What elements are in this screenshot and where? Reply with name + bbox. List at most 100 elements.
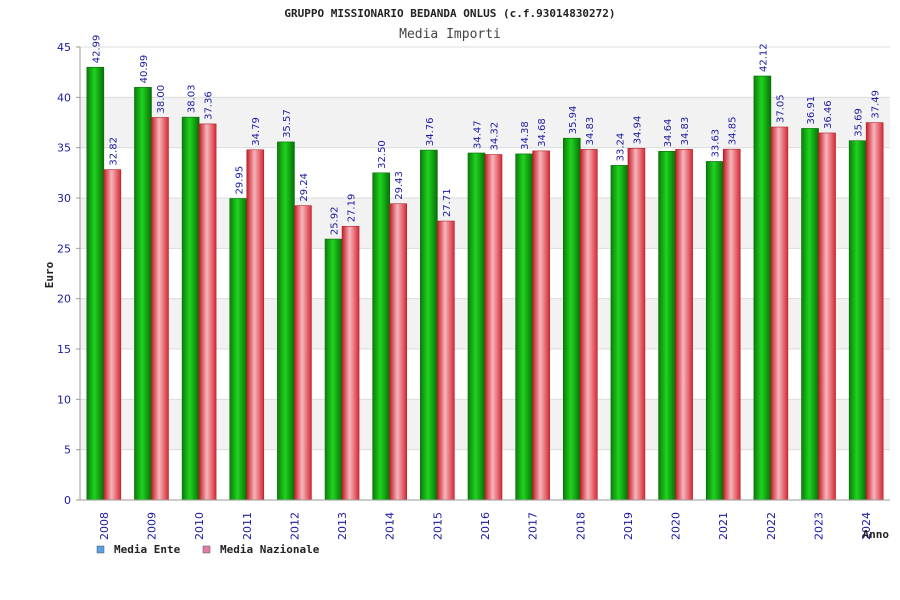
x-tick-label: 2011 bbox=[241, 512, 254, 540]
bar-media-nazionale bbox=[294, 205, 312, 501]
value-label-media-nazionale: 27.71 bbox=[442, 188, 453, 217]
x-tick-label: 2015 bbox=[431, 512, 444, 540]
value-label-media-ente: 34.47 bbox=[473, 120, 484, 149]
value-label-media-nazionale: 29.24 bbox=[299, 173, 310, 202]
y-tick-label: 0 bbox=[64, 494, 71, 507]
y-tick-label: 10 bbox=[57, 393, 71, 406]
value-label-media-nazionale: 34.79 bbox=[251, 117, 262, 146]
x-axis-label: Anno bbox=[863, 528, 890, 541]
value-label-media-nazionale: 34.32 bbox=[490, 122, 501, 151]
value-label-media-nazionale: 36.46 bbox=[823, 100, 834, 129]
bar-media-nazionale bbox=[103, 169, 122, 501]
bar-media-nazionale bbox=[818, 132, 836, 501]
legend-swatch-nazionale bbox=[202, 545, 211, 554]
bar-media-nazionale bbox=[151, 117, 169, 501]
bar-media-ente bbox=[372, 172, 391, 501]
value-label-media-ente: 33.24 bbox=[615, 133, 626, 162]
bar-media-ente bbox=[610, 165, 629, 501]
value-label-media-nazionale: 34.94 bbox=[632, 116, 643, 145]
value-label-media-nazionale: 34.83 bbox=[680, 117, 691, 146]
legend-label-ente: Media Ente bbox=[114, 543, 181, 556]
value-label-media-ente: 42.12 bbox=[758, 43, 769, 72]
y-tick-label: 45 bbox=[57, 41, 71, 54]
bar-media-ente bbox=[134, 87, 152, 501]
value-label-media-ente: 42.99 bbox=[91, 35, 102, 64]
value-label-media-ente: 35.57 bbox=[282, 109, 293, 138]
value-label-media-ente: 34.38 bbox=[520, 121, 531, 150]
bar-media-ente bbox=[705, 161, 724, 501]
value-label-media-nazionale: 37.49 bbox=[871, 90, 882, 119]
chart-subtitle: Media Importi bbox=[399, 27, 501, 42]
bar-media-nazionale bbox=[484, 154, 503, 501]
value-label-media-ente: 35.69 bbox=[854, 108, 865, 137]
value-label-media-ente: 33.63 bbox=[711, 129, 722, 158]
legend-swatch-ente bbox=[96, 545, 105, 554]
bar-media-ente bbox=[277, 141, 295, 501]
bar-media-nazionale bbox=[246, 149, 265, 501]
y-tick-label: 35 bbox=[57, 142, 71, 155]
y-tick-label: 15 bbox=[57, 343, 71, 356]
value-label-media-ente: 29.95 bbox=[234, 166, 245, 195]
bar-media-ente bbox=[229, 198, 248, 501]
bar-media-ente bbox=[515, 153, 533, 501]
bar-media-nazionale bbox=[579, 149, 598, 501]
bar-media-ente bbox=[420, 149, 438, 501]
bar-media-nazionale bbox=[389, 203, 408, 501]
x-tick-label: 2017 bbox=[527, 512, 540, 540]
x-tick-label: 2008 bbox=[98, 512, 111, 540]
bar-media-nazionale bbox=[532, 150, 550, 501]
y-tick-label: 30 bbox=[57, 192, 71, 205]
value-label-media-ente: 35.94 bbox=[568, 106, 579, 135]
bar-media-ente bbox=[324, 238, 343, 501]
legend: Media Ente Media Nazionale bbox=[96, 543, 320, 556]
value-label-media-ente: 25.92 bbox=[330, 206, 341, 235]
x-tick-label: 2019 bbox=[622, 512, 635, 540]
x-tick-label: 2024 bbox=[860, 512, 873, 540]
bar-media-nazionale bbox=[198, 123, 217, 501]
value-label-media-ente: 32.50 bbox=[377, 140, 388, 169]
bar-media-nazionale bbox=[437, 220, 455, 501]
y-tick-label: 5 bbox=[64, 444, 71, 457]
value-label-media-nazionale: 37.36 bbox=[204, 91, 215, 120]
value-label-media-nazionale: 29.43 bbox=[394, 171, 405, 200]
bar-media-ente bbox=[562, 137, 581, 501]
bar-media-ente bbox=[848, 140, 867, 501]
value-label-media-ente: 40.99 bbox=[139, 55, 150, 84]
bar-media-ente bbox=[181, 116, 200, 501]
value-label-media-nazionale: 34.83 bbox=[585, 117, 596, 146]
bar-media-nazionale bbox=[722, 148, 741, 501]
x-axis-ticks: 2008 2009 2010 2011 2012 2013 2014 2015 2016 2017… bbox=[98, 512, 873, 540]
chart-title: GRUPPO MISSIONARIO BEDANDA ONLUS (c.f.93… bbox=[284, 7, 615, 20]
bar-media-nazionale bbox=[675, 149, 693, 501]
value-label-media-ente: 34.64 bbox=[663, 119, 674, 148]
bar-media-ente bbox=[86, 66, 105, 501]
value-label-media-nazionale: 38.00 bbox=[156, 85, 167, 114]
value-label-media-ente: 34.76 bbox=[425, 117, 436, 146]
bar-media-ente bbox=[753, 75, 772, 501]
value-label-media-nazionale: 32.82 bbox=[108, 137, 119, 166]
value-label-media-nazionale: 27.19 bbox=[347, 194, 358, 223]
y-axis-ticks: 0 5 10 15 20 25 30 35 40 45 bbox=[57, 41, 80, 507]
x-tick-label: 2010 bbox=[193, 512, 206, 540]
y-tick-label: 40 bbox=[57, 91, 71, 104]
x-tick-label: 2020 bbox=[670, 512, 683, 540]
x-tick-label: 2021 bbox=[717, 512, 730, 540]
y-tick-label: 25 bbox=[57, 242, 71, 255]
x-tick-label: 2013 bbox=[336, 512, 349, 540]
x-tick-label: 2022 bbox=[765, 512, 778, 540]
value-label-media-ente: 38.03 bbox=[187, 85, 198, 114]
y-axis-label: Euro bbox=[43, 261, 56, 288]
bar-media-ente bbox=[467, 152, 486, 501]
value-label-media-nazionale: 34.85 bbox=[728, 117, 739, 146]
bar-media-ente bbox=[801, 128, 819, 501]
x-tick-label: 2014 bbox=[384, 512, 397, 540]
x-tick-label: 2016 bbox=[479, 512, 492, 540]
bar-media-nazionale bbox=[865, 122, 884, 501]
x-tick-label: 2009 bbox=[145, 512, 158, 540]
bars: 42.99 32.82 40.99 38.00 38.03 37.36 29.95 34.79… bbox=[86, 35, 884, 501]
legend-label-nazionale: Media Nazionale bbox=[220, 543, 320, 556]
bar-media-nazionale bbox=[627, 147, 646, 501]
x-tick-label: 2023 bbox=[813, 512, 826, 540]
bar-media-ente bbox=[658, 150, 676, 501]
